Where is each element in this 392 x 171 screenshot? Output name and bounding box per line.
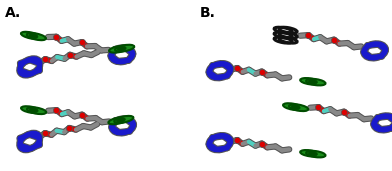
- Ellipse shape: [27, 33, 46, 40]
- Ellipse shape: [29, 108, 38, 113]
- Text: A.: A.: [5, 6, 21, 20]
- Text: B.: B.: [200, 6, 216, 20]
- Ellipse shape: [291, 105, 300, 109]
- Ellipse shape: [117, 46, 126, 51]
- Ellipse shape: [289, 104, 308, 111]
- Ellipse shape: [300, 78, 319, 85]
- Ellipse shape: [306, 151, 325, 157]
- Ellipse shape: [21, 32, 40, 39]
- Ellipse shape: [309, 79, 318, 84]
- Ellipse shape: [309, 151, 318, 156]
- Ellipse shape: [27, 107, 46, 114]
- Ellipse shape: [115, 45, 134, 52]
- Ellipse shape: [21, 106, 40, 113]
- Ellipse shape: [306, 79, 325, 85]
- Ellipse shape: [114, 116, 133, 123]
- Ellipse shape: [108, 117, 127, 124]
- Ellipse shape: [283, 103, 302, 110]
- Ellipse shape: [109, 46, 128, 53]
- Ellipse shape: [29, 34, 38, 38]
- Ellipse shape: [300, 150, 319, 157]
- Ellipse shape: [116, 118, 125, 122]
